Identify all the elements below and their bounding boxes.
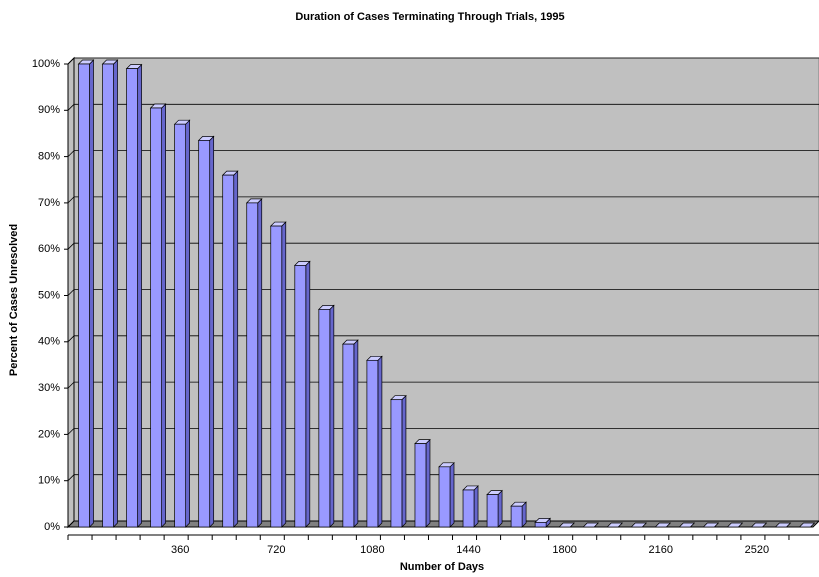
bar <box>534 522 547 528</box>
bar <box>198 140 211 528</box>
bar-side <box>401 394 407 528</box>
bar <box>246 202 259 528</box>
bar <box>294 265 307 528</box>
bar <box>150 107 162 528</box>
bar-top <box>654 522 672 528</box>
x-tick-label: 360 <box>171 544 189 556</box>
y-tick-label: 0% <box>44 521 60 533</box>
bar-side <box>137 63 142 528</box>
bar-top <box>606 522 624 528</box>
bar <box>414 443 427 528</box>
grid-line-side <box>67 474 75 481</box>
grid-line-side <box>67 520 75 528</box>
bar <box>78 63 90 528</box>
bar <box>486 494 499 528</box>
x-axis-label: Number of Days <box>400 561 484 573</box>
bar-top <box>798 522 816 528</box>
x-tick-label: 1800 <box>552 544 576 556</box>
bar <box>318 309 331 528</box>
grid-line-side <box>67 289 75 296</box>
bar-side <box>353 339 359 528</box>
grid-line-side <box>67 150 75 157</box>
bar-side <box>497 489 503 528</box>
bar <box>174 123 186 528</box>
y-tick-label: 70% <box>38 197 60 209</box>
grid-line-side <box>67 428 75 435</box>
y-axis-label: Percent of Cases Unresolved <box>8 224 20 376</box>
bar-top <box>726 522 744 528</box>
bar-side <box>305 260 311 528</box>
bar-side <box>161 103 166 528</box>
y-tick-label: 40% <box>38 336 60 348</box>
bar-top <box>582 522 600 528</box>
bar-top <box>774 522 792 528</box>
bar <box>126 68 138 528</box>
grid-line-side <box>67 242 75 250</box>
grid-line-side <box>67 381 75 389</box>
y-tick-label: 80% <box>38 151 60 163</box>
y-tick-label: 30% <box>38 382 60 394</box>
bar-top <box>750 522 768 528</box>
y-tick-label: 20% <box>38 428 60 440</box>
x-tick-label: 2160 <box>649 544 673 556</box>
x-tick-label: 2520 <box>745 544 769 556</box>
grid-line-side <box>67 196 75 204</box>
bar <box>366 359 379 528</box>
bar <box>102 63 114 528</box>
bar <box>390 399 403 528</box>
y-tick-label: 60% <box>38 243 60 255</box>
y-tick-label: 100% <box>32 58 60 70</box>
bar-top <box>558 522 576 528</box>
bar-side <box>89 59 94 528</box>
bar-side <box>257 198 263 528</box>
grid-line-side <box>67 335 75 343</box>
y-tick-label: 90% <box>38 104 60 116</box>
bar-top <box>702 522 720 528</box>
bar <box>438 466 451 528</box>
chart-title: Duration of Cases Terminating Through Tr… <box>295 11 564 23</box>
bar-side <box>377 355 383 528</box>
x-tick-label: 720 <box>267 544 285 556</box>
bar-side <box>449 461 455 528</box>
bar-side <box>113 59 118 528</box>
bar <box>222 174 235 528</box>
bar-side <box>281 221 287 528</box>
grid-line-side <box>67 104 75 111</box>
bar-side <box>209 135 215 528</box>
bar-side <box>185 119 190 528</box>
bar <box>342 343 355 528</box>
x-tick-label: 1440 <box>456 544 480 556</box>
bar <box>510 505 523 528</box>
bar <box>462 489 475 528</box>
bar-side <box>473 485 479 528</box>
bar-top <box>678 522 696 528</box>
grid-line-side <box>67 57 75 65</box>
x-tick-label: 1080 <box>360 544 384 556</box>
bar <box>270 225 283 528</box>
bar-side <box>425 438 431 528</box>
y-tick-label: 10% <box>38 475 60 487</box>
bar-side <box>233 170 239 528</box>
y-tick-label: 50% <box>38 289 60 301</box>
bar-top <box>630 522 648 528</box>
bar-side <box>329 304 335 528</box>
